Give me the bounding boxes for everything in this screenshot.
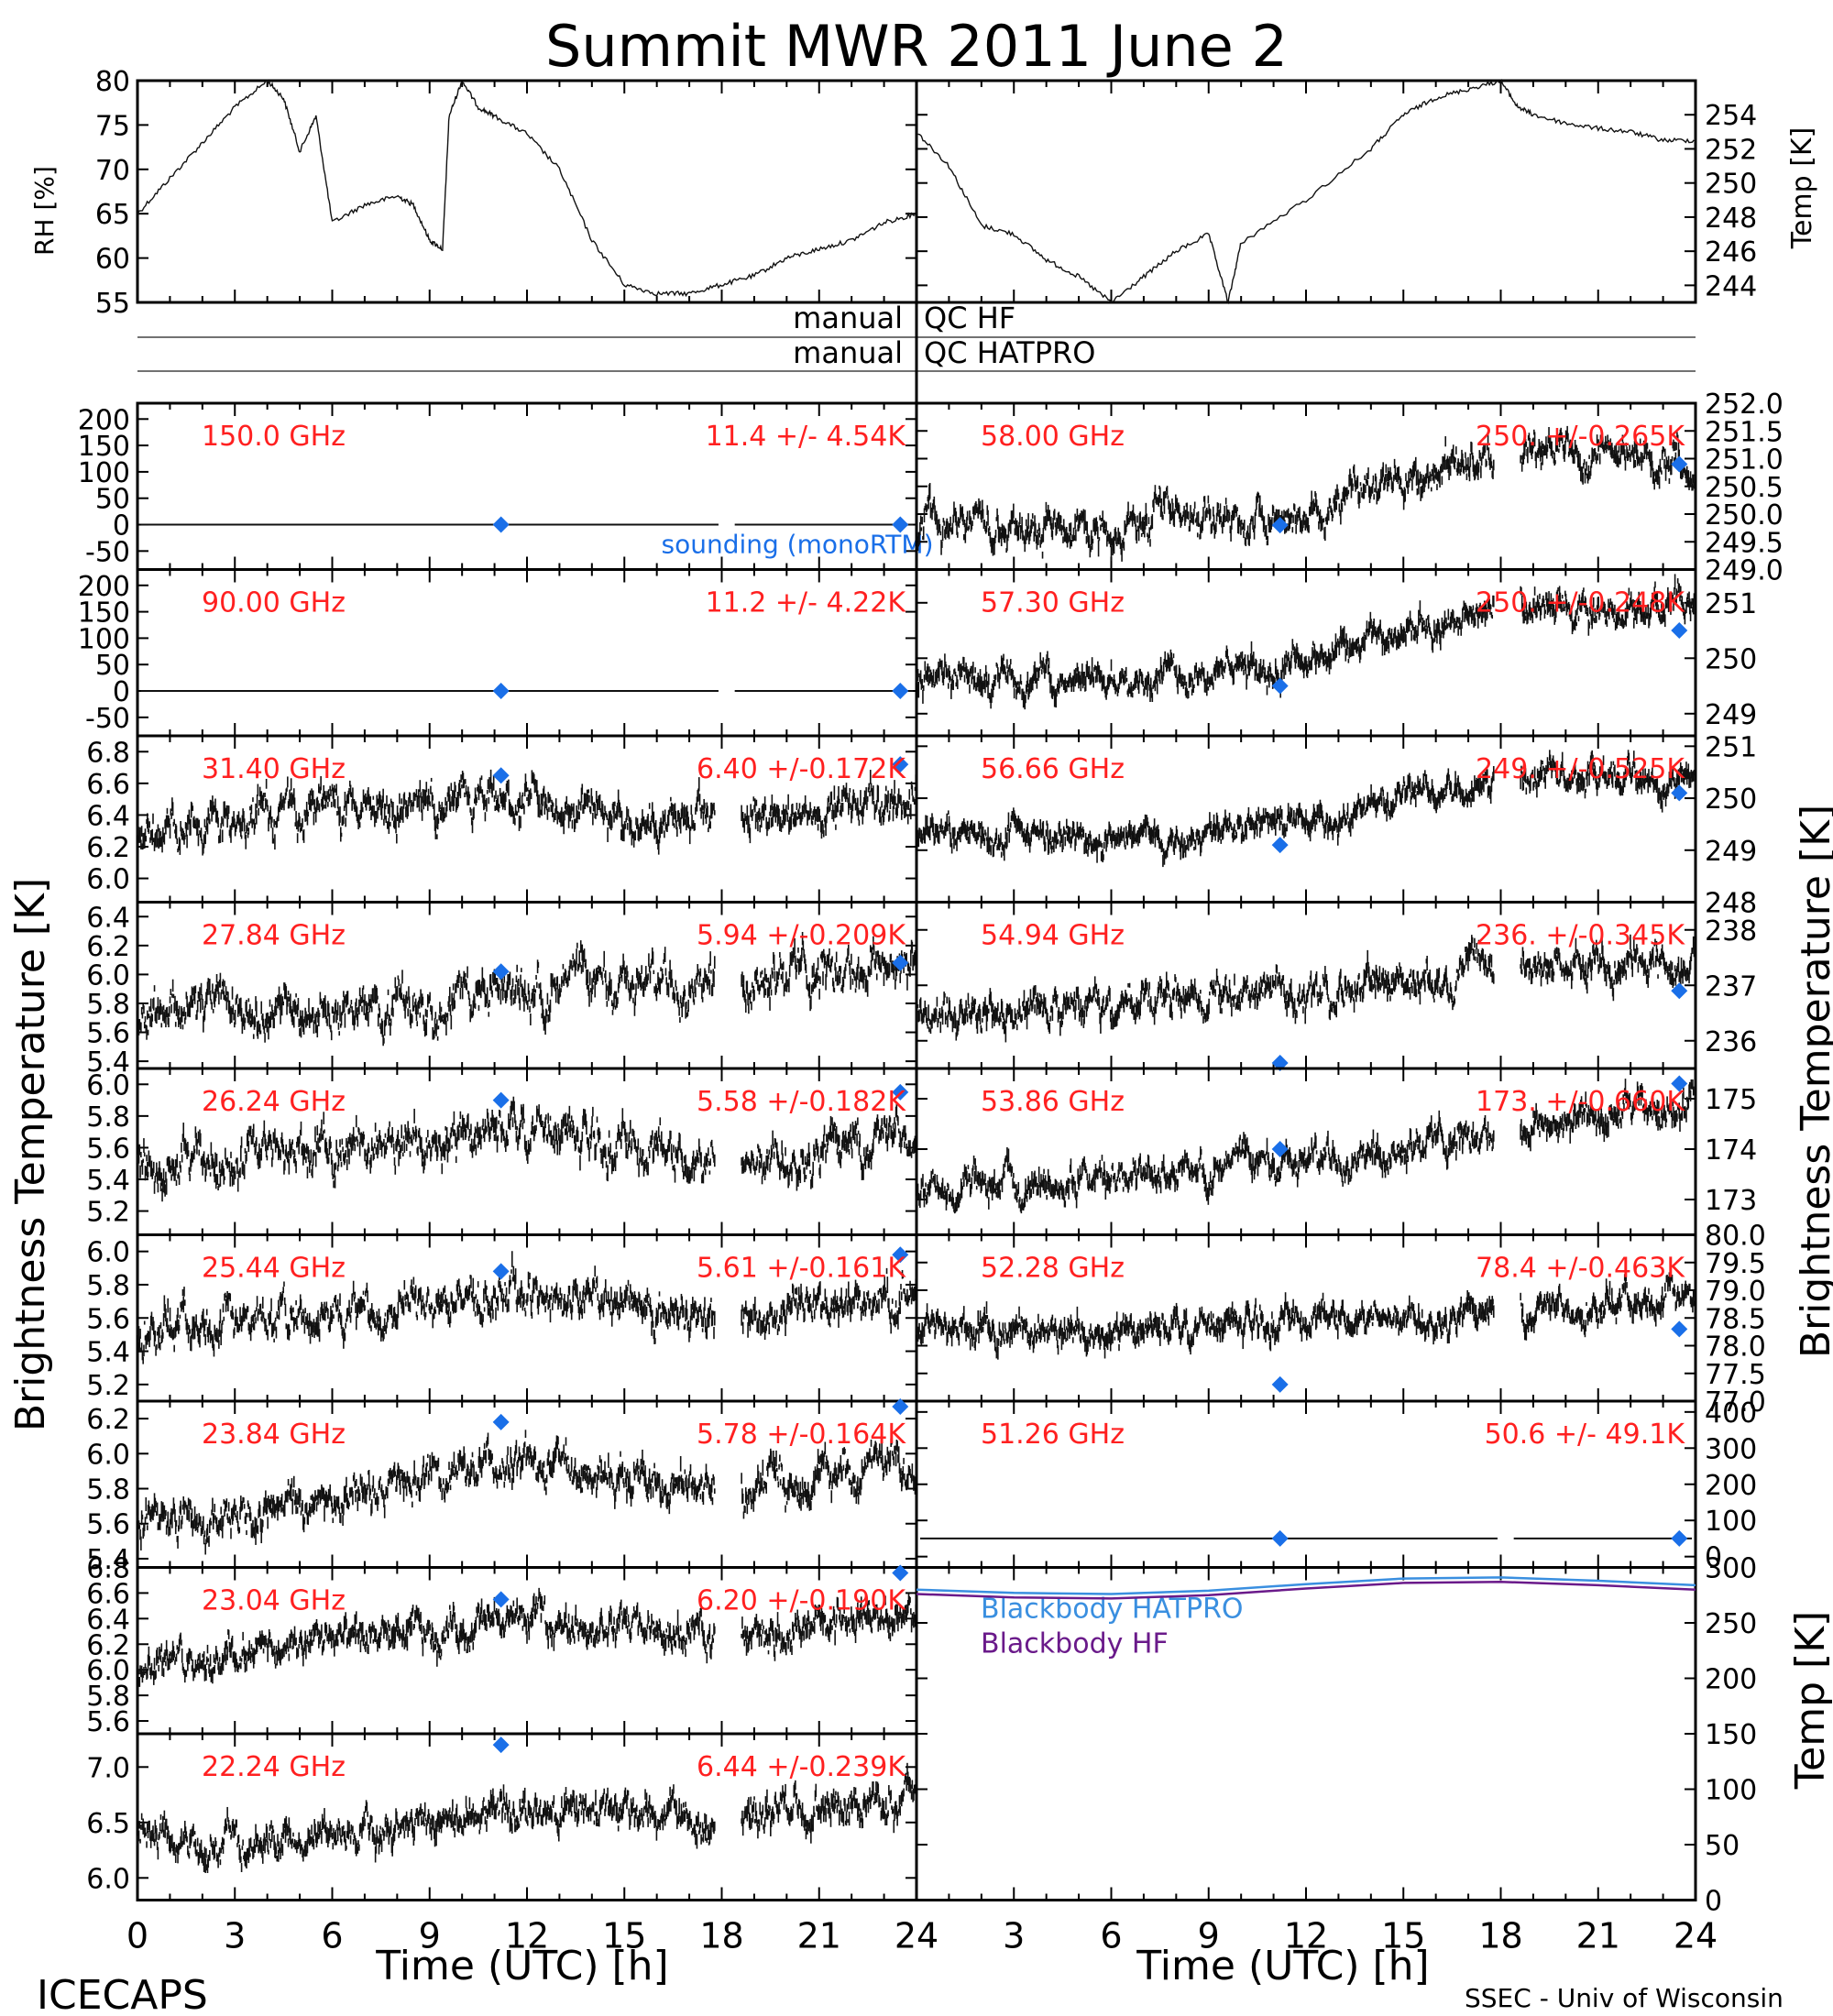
y-tick-label: 5.6 <box>86 1133 130 1165</box>
sounding-marker <box>892 683 909 700</box>
sounding-marker <box>492 516 510 533</box>
channel-label: 31.40 GHz <box>202 753 346 785</box>
y-tick-label: 6.0 <box>86 864 130 896</box>
channel-label: 150.0 GHz <box>202 421 346 453</box>
y-tick-label: 244 <box>1705 270 1757 302</box>
y-tick-label: 6.2 <box>86 832 130 864</box>
data-points <box>137 932 917 1046</box>
y-tick-label: 6.4 <box>86 902 130 934</box>
y-tick-label: 50 <box>95 484 130 516</box>
y-tick-label: 5.6 <box>86 1018 130 1050</box>
y-tick-label: -50 <box>85 703 130 735</box>
y-tick-label: 5.8 <box>86 989 130 1021</box>
rh-series <box>137 79 916 298</box>
y-tick-label: 50 <box>95 650 130 682</box>
channel-label: 25.44 GHz <box>202 1253 346 1285</box>
y-tick-label: 6.0 <box>86 1237 130 1269</box>
y-tick-label: 5.6 <box>86 1303 130 1335</box>
y-tick-label: 5.4 <box>86 1337 130 1369</box>
y-tick-label: 65 <box>95 199 130 231</box>
channel-stat: 5.58 +/-0.182K <box>697 1086 906 1118</box>
y-tick-label: 200 <box>78 571 130 603</box>
sounding-marker <box>892 516 909 533</box>
data-points <box>137 1430 917 1555</box>
sounding-marker <box>492 1263 510 1280</box>
y-tick-label: 254 <box>1705 100 1757 132</box>
y-tick-label: 5.8 <box>86 1474 130 1507</box>
y-tick-label: 6.0 <box>86 959 130 992</box>
y-tick-label: 55 <box>95 288 130 320</box>
sounding-marker <box>492 963 510 981</box>
chart-title: Summit MWR 2011 June 2 <box>545 13 1288 80</box>
y-tick-label: 5.4 <box>86 1544 130 1576</box>
sounding-legend: sounding (monoRTM) <box>662 530 934 560</box>
sounding-marker <box>892 756 909 773</box>
channel-label: 90.00 GHz <box>202 587 346 619</box>
y-tick-label: 150 <box>78 431 130 463</box>
y-tick-label: 246 <box>1705 236 1757 268</box>
channel-stat: 11.4 +/- 4.54K <box>706 421 907 453</box>
y-tick-label: 252 <box>1705 134 1757 166</box>
y-tick-label: 6.0 <box>86 1439 130 1471</box>
sounding-marker <box>492 683 510 700</box>
y-tick-label: 6.2 <box>86 1404 130 1436</box>
y-tick-label: 0 <box>113 510 130 542</box>
y-tick-label: 200 <box>78 404 130 436</box>
sounding-marker <box>492 1091 510 1109</box>
y-tick-label: 248 <box>1705 203 1757 235</box>
sounding-marker <box>892 1083 909 1101</box>
y-tick-label: 100 <box>78 457 130 489</box>
y-tick-label: 5.2 <box>86 1370 130 1402</box>
sounding-marker <box>492 767 510 784</box>
sounding-marker <box>892 954 909 971</box>
y-tick-label: 6.6 <box>86 769 130 801</box>
y-tick-label: 6.8 <box>86 737 130 769</box>
channel-stat: 5.94 +/-0.209K <box>697 920 906 952</box>
channel-label: 27.84 GHz <box>202 920 346 952</box>
y-tick-label: 5.4 <box>86 1165 130 1197</box>
y-tick-label: -50 <box>85 536 130 568</box>
rh-panel-frame <box>136 79 918 304</box>
y-tick-label: 5.6 <box>86 1509 130 1541</box>
y-tick-label: 6.2 <box>86 931 130 963</box>
temp-panel-frame <box>915 79 1697 304</box>
y-tick-label: 60 <box>95 244 130 276</box>
y-tick-label: 100 <box>78 623 130 655</box>
y-tick-label: 80 <box>95 66 130 98</box>
y-tick-label: 75 <box>95 110 130 142</box>
y-tick-label: 0 <box>113 676 130 708</box>
y-tick-label: 6.0 <box>86 1069 130 1101</box>
sounding-marker <box>892 1246 909 1264</box>
temp-series <box>916 78 1695 305</box>
y-tick-label: 5.8 <box>86 1101 130 1134</box>
channel-stat: 5.61 +/-0.161K <box>697 1253 906 1285</box>
y-tick-label: 5.4 <box>86 1046 130 1079</box>
data-points <box>137 1096 917 1202</box>
panels-layer: 556065707580244246248250252254-500501001… <box>78 66 1784 1956</box>
y-tick-label: 6.4 <box>86 800 130 832</box>
y-tick-label: 250 <box>1705 169 1757 201</box>
channel-stat: 11.2 +/- 4.22K <box>706 587 907 619</box>
y-tick-label: 5.8 <box>86 1270 130 1302</box>
y-tick-label: 70 <box>95 155 130 187</box>
channel-label: 26.24 GHz <box>202 1086 346 1118</box>
data-points <box>137 1251 917 1364</box>
y-tick-label: 150 <box>78 597 130 630</box>
y-tick-label: 5.2 <box>86 1197 130 1229</box>
channel-stat: 6.40 +/-0.172K <box>697 753 906 785</box>
